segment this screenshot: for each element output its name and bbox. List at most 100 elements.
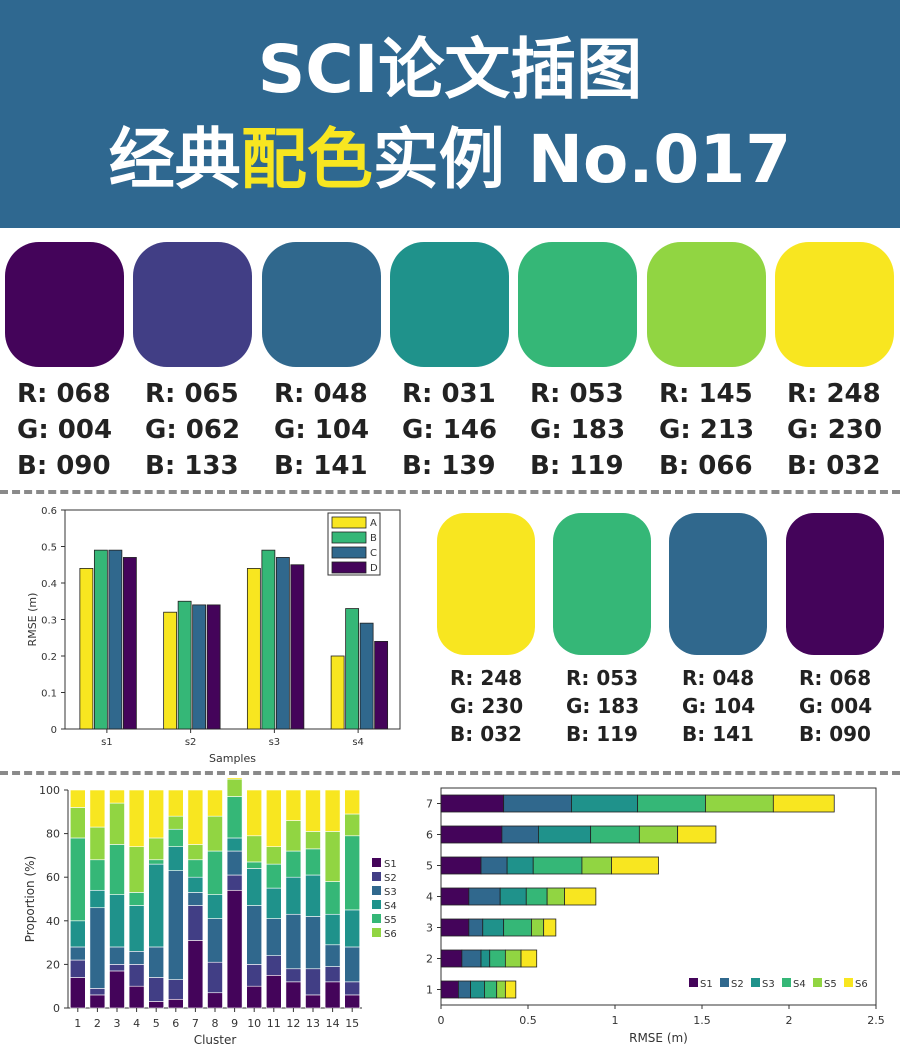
rgb-label-top-1: R: 068 G: 004 B: 090 (17, 376, 112, 484)
x-tick-label: 2 (786, 1014, 793, 1027)
y-tick-label: 0 (51, 725, 57, 736)
segment-S6-cluster-3 (109, 802, 125, 845)
segment-S2-cluster-2 (89, 988, 106, 996)
x-tick-label: 1.5 (693, 1014, 711, 1027)
rgb-g-value: G: 062 (145, 415, 241, 445)
rgb-r-value: R: 053 (566, 666, 639, 690)
x-tick-label: 11 (267, 1017, 281, 1030)
segment-S6-cluster-2 (89, 826, 106, 861)
x-axis-label: RMSE (m) (629, 1031, 688, 1045)
segment-S6-row-3 (543, 918, 557, 937)
x-tick-label: 1 (74, 1017, 81, 1030)
rgb-b-value: B: 141 (682, 722, 754, 746)
segment-S6-row-2 (520, 949, 538, 968)
rgb-label-top-3: R: 048 G: 104 B: 141 (274, 376, 369, 484)
segment-S5-cluster-12 (285, 850, 302, 878)
segment-S5-row-6 (638, 825, 679, 844)
legend-label-A: A (370, 518, 377, 529)
segment-S2-cluster-3 (109, 964, 125, 972)
segment-S4-row-1 (484, 980, 498, 999)
bar-A-s4 (330, 655, 345, 730)
y-tick-label: 0.3 (41, 616, 57, 627)
segment-S4-cluster-3 (109, 894, 125, 948)
legend-label-D: D (370, 563, 378, 574)
bar-B-s2 (177, 600, 192, 730)
segment-S3-cluster-7 (187, 892, 204, 906)
segment-S4-cluster-12 (285, 876, 302, 915)
segment-S2-cluster-6 (168, 979, 184, 1000)
segment-S6-row-7 (772, 794, 835, 813)
segment-S7-cluster-2 (89, 789, 106, 828)
segment-S2-cluster-13 (305, 968, 321, 996)
segment-S5-cluster-14 (324, 881, 341, 915)
segment-S4-cluster-6 (168, 846, 184, 871)
rgb-g-value: G: 213 (659, 415, 755, 445)
segment-S1-cluster-8 (207, 992, 223, 1009)
segment-S2-row-6 (501, 825, 539, 844)
segment-S6-cluster-9 (226, 778, 243, 797)
x-tick-label: 15 (345, 1017, 359, 1030)
bar-D-s1 (122, 557, 137, 730)
segment-S3-row-4 (499, 887, 527, 906)
segment-S3-cluster-15 (344, 946, 361, 983)
bar-D-s3 (290, 564, 305, 730)
y-tick-label: 7 (426, 798, 433, 811)
legend-label-S3: S3 (384, 887, 397, 898)
segment-S7-cluster-7 (187, 789, 204, 845)
segment-S1-cluster-9 (226, 889, 243, 1009)
segment-S1-cluster-4 (128, 985, 145, 1009)
rgb-g-value: G: 146 (402, 415, 498, 445)
legend-swatch-B (331, 531, 367, 544)
segment-S1-row-7 (440, 794, 505, 813)
segment-S6-cluster-4 (128, 846, 145, 893)
title-highlight: 配色 (240, 121, 373, 198)
legend-swatch-S5 (372, 914, 381, 923)
y-tick-label: 6 (426, 829, 433, 842)
x-tick-label: 8 (212, 1017, 219, 1030)
legend-label-S2: S2 (731, 979, 744, 990)
segment-S7-cluster-8 (207, 789, 223, 817)
legend-label-S1: S1 (384, 859, 397, 870)
segment-S6-cluster-15 (344, 813, 361, 837)
segment-S2-cluster-4 (128, 964, 145, 987)
segment-S6-cluster-14 (324, 831, 341, 882)
bar-C-s1 (108, 549, 123, 730)
segment-S6-cluster-1 (70, 807, 86, 839)
segment-S1-cluster-13 (305, 994, 321, 1009)
bar-B-s1 (93, 549, 108, 730)
segment-S7-cluster-11 (265, 789, 282, 847)
legend-label-S1: S1 (700, 979, 713, 990)
rgb-b-value: B: 133 (145, 451, 239, 481)
segment-S3-cluster-5 (148, 946, 164, 978)
segment-S6-row-6 (677, 825, 717, 844)
rgb-b-value: B: 032 (450, 722, 522, 746)
segment-S3-row-2 (480, 949, 491, 968)
segment-S5-row-1 (496, 980, 506, 999)
segment-S2-row-7 (503, 794, 572, 813)
segment-S3-cluster-3 (109, 946, 125, 965)
legend-swatch-S1 (689, 978, 698, 987)
segment-S5-cluster-1 (70, 837, 86, 922)
segment-S4-cluster-1 (70, 920, 86, 948)
bar-A-s2 (163, 611, 178, 730)
segment-S2-cluster-11 (265, 955, 282, 976)
y-tick-label: 0.1 (41, 689, 57, 700)
legend-swatch-S1 (372, 858, 381, 867)
bar-B-s3 (261, 549, 276, 730)
segment-S7-cluster-13 (305, 789, 321, 832)
segment-S3-cluster-10 (246, 905, 262, 965)
x-tick-label: 13 (306, 1017, 320, 1030)
swatch-mid-2 (553, 513, 651, 655)
x-tick-label: 10 (247, 1017, 261, 1030)
x-axis-label: Cluster (194, 1033, 237, 1047)
rgb-label-top-7: R: 248 G: 230 B: 032 (787, 376, 882, 484)
y-tick-label: 1 (426, 984, 433, 997)
segment-S3-cluster-4 (128, 951, 145, 965)
legend-label-B: B (370, 533, 377, 544)
bar-A-s1 (79, 568, 94, 730)
segment-S5-cluster-2 (89, 859, 106, 891)
segment-S1-row-1 (440, 980, 459, 999)
segment-S7-cluster-1 (70, 789, 86, 808)
segment-S2-cluster-12 (285, 968, 302, 983)
segment-S1-row-4 (440, 887, 470, 906)
